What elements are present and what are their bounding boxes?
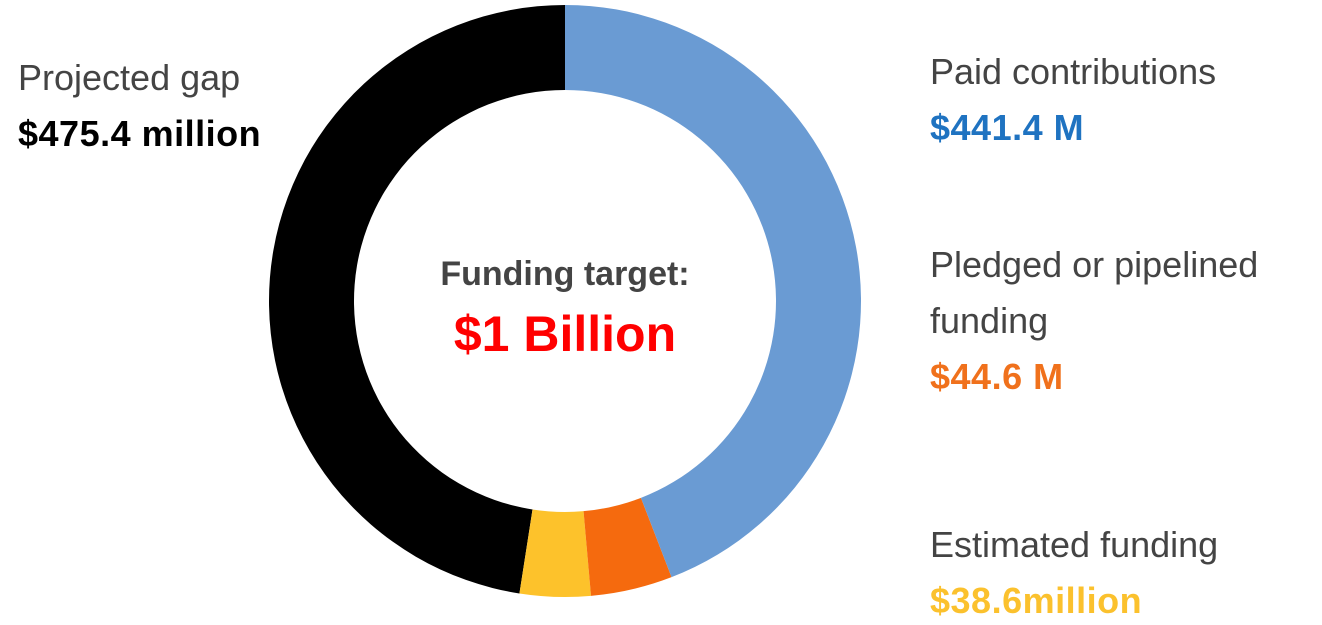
segment-label: Pledged or pipelined funding $44.6 M: [930, 237, 1310, 405]
segment-name: Pledged or pipelined funding: [930, 244, 1259, 341]
segment-value: $475.4 million: [18, 113, 262, 154]
segment-value: $441.4 M: [930, 107, 1085, 148]
segment-label: Paid contributions $441.4 M: [930, 44, 1310, 156]
donut-segment: [268, 5, 565, 594]
segment-label: Estimated funding $38.6million: [930, 517, 1310, 625]
donut-segment: [519, 509, 592, 597]
segment-name: Estimated funding: [930, 524, 1219, 565]
segment-value: $44.6 M: [930, 356, 1064, 397]
center-title: Funding target:: [440, 255, 689, 293]
donut-segment: [565, 5, 862, 578]
segment-name: Paid contributions: [930, 51, 1217, 92]
segment-name: Projected gap: [18, 57, 241, 98]
center-value: $1 Billion: [454, 306, 676, 362]
segment-label: Projected gap $475.4 million: [18, 50, 308, 162]
segment-value: $38.6million: [930, 580, 1143, 621]
donut-segment: [583, 497, 672, 596]
